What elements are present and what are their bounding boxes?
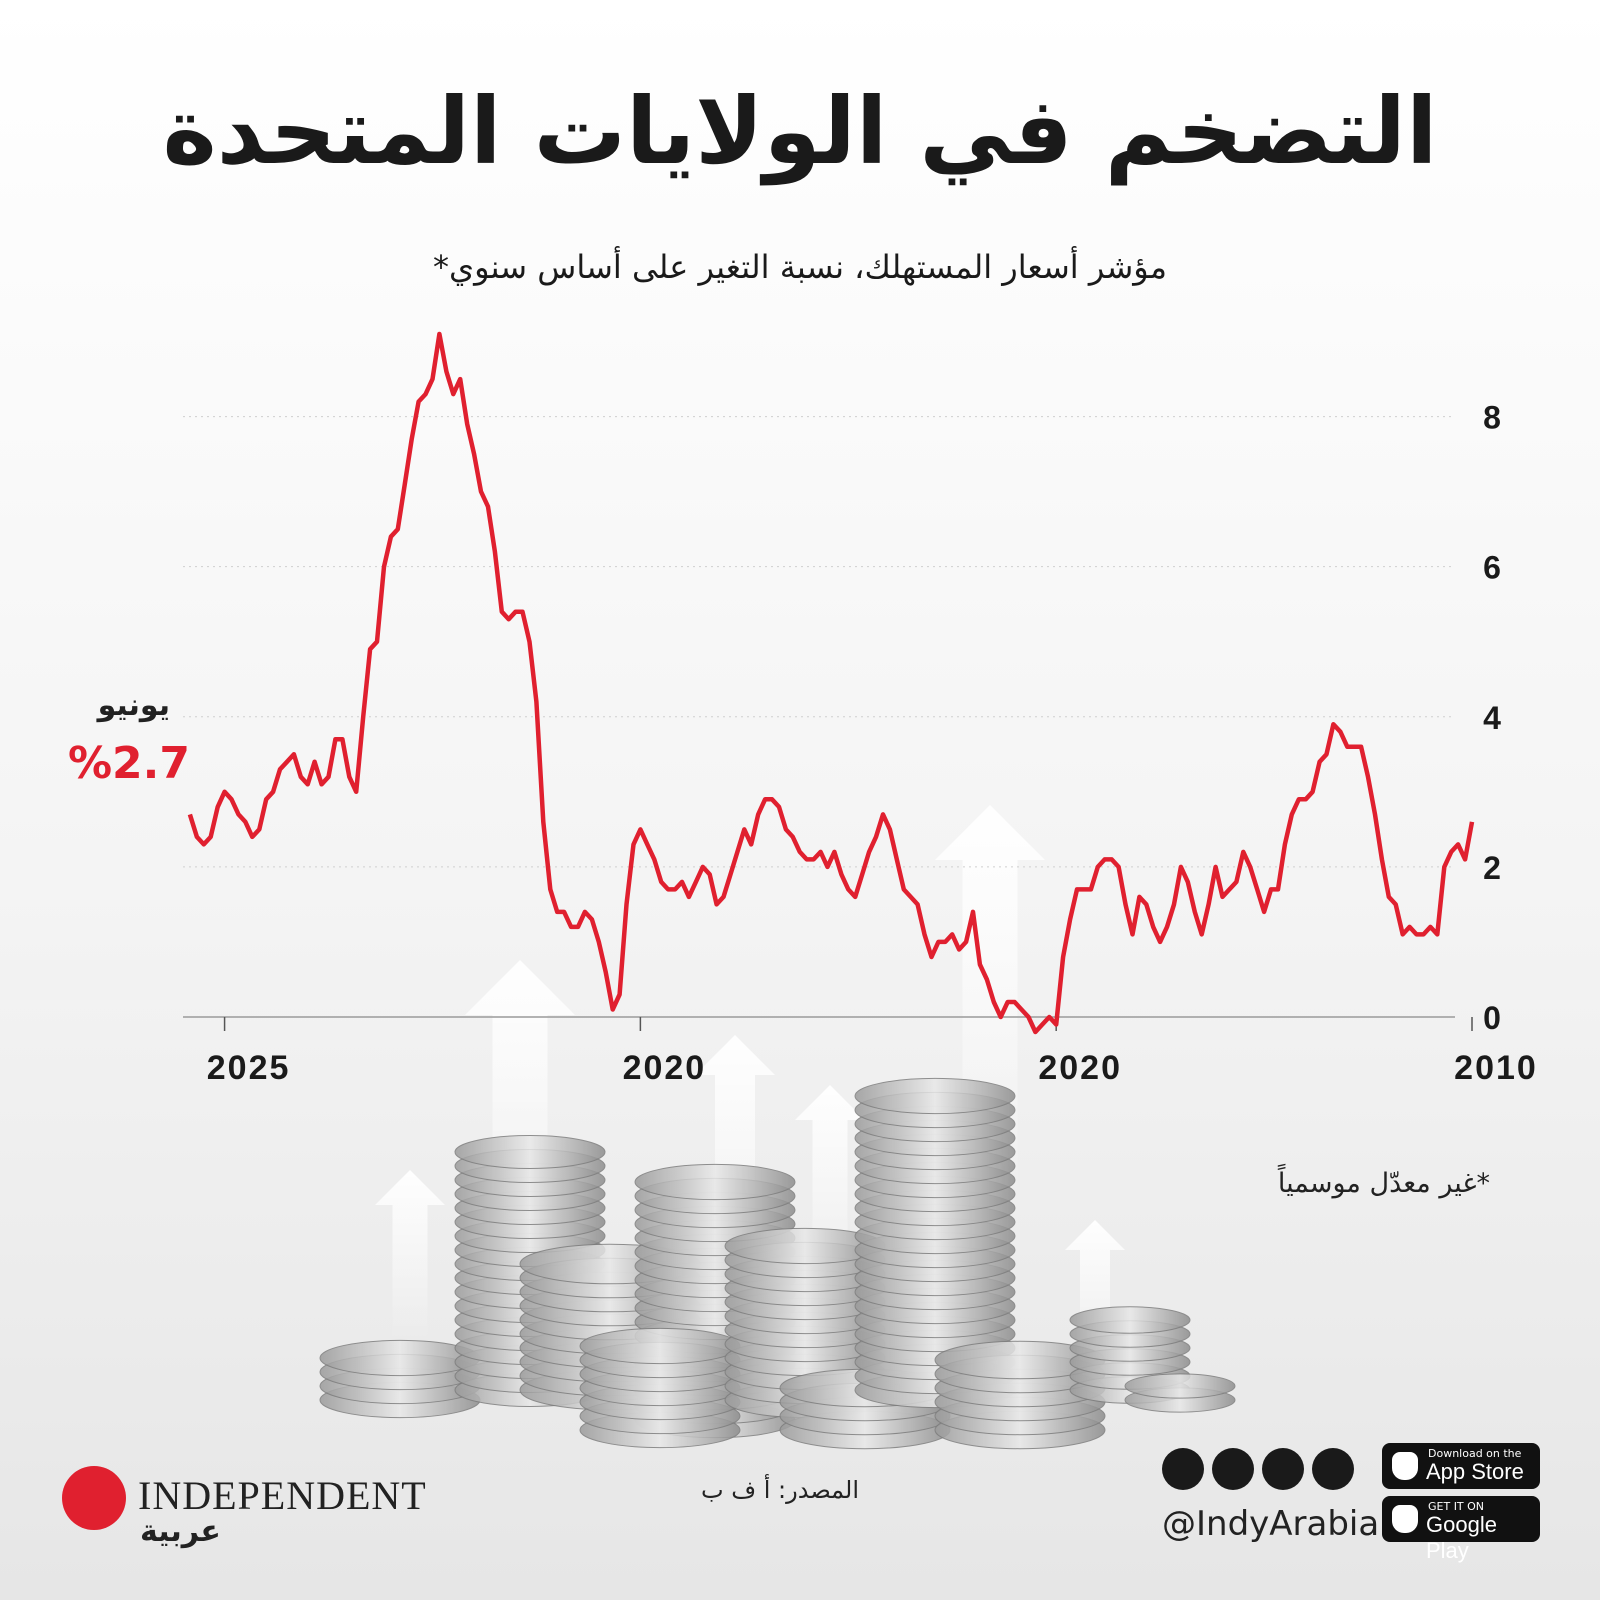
y-tick-label: 8 xyxy=(1483,400,1501,436)
badge-small: Download on the xyxy=(1428,1447,1522,1460)
y-tick-label: 0 xyxy=(1483,1000,1501,1036)
download-icon[interactable] xyxy=(1162,1448,1204,1490)
coin xyxy=(634,1163,796,1201)
coin xyxy=(1069,1306,1191,1334)
logo xyxy=(62,1466,126,1530)
handle: @IndyArabia xyxy=(1162,1504,1380,1544)
x-tick-label: 2020 xyxy=(623,1049,707,1087)
coin xyxy=(579,1327,741,1365)
brand-arabic: عربية xyxy=(140,1514,221,1549)
badge-icon xyxy=(1392,1452,1418,1480)
x-icon[interactable] xyxy=(1212,1448,1254,1490)
coin xyxy=(454,1135,606,1169)
badge-big: App Store xyxy=(1426,1459,1524,1484)
coins-illustration xyxy=(319,805,1236,1450)
subtitle: مؤشر أسعار المستهلك، نسبة التغير على أسا… xyxy=(433,248,1167,286)
badge-icon xyxy=(1392,1505,1418,1533)
plot: 0 2 4 6 8 2025 2020 2020 2010 xyxy=(183,331,1538,1087)
badge-small: GET IT ON xyxy=(1428,1500,1485,1513)
google-play-badge[interactable]: GET IT ON Google Play xyxy=(1382,1496,1540,1563)
annotation-month: يونيو xyxy=(97,688,170,723)
instagram-icon[interactable] xyxy=(1312,1448,1354,1490)
x-tick-label: 2020 xyxy=(1038,1049,1122,1087)
brand-name: INDEPENDENT xyxy=(138,1473,427,1518)
annotation-value: %2.7 xyxy=(67,738,190,789)
facebook-icon[interactable] xyxy=(1262,1448,1304,1490)
line xyxy=(187,331,1475,1035)
source: المصدر: أ ف ب xyxy=(701,1476,859,1504)
y-tick-label: 2 xyxy=(1483,850,1501,886)
title: التضخم في الولايات المتحدة xyxy=(162,78,1438,185)
coin xyxy=(854,1077,1016,1115)
x-tick-label: 2010 xyxy=(1454,1049,1538,1087)
coin xyxy=(1124,1373,1236,1399)
footnote: *غير معدّل موسمياً xyxy=(1277,1168,1490,1199)
badge-big: Google Play xyxy=(1426,1512,1497,1563)
x-tick-label: 2025 xyxy=(207,1049,291,1087)
arrow xyxy=(375,1170,445,1340)
y-tick-label: 4 xyxy=(1483,700,1501,736)
app-store-badge[interactable]: Download on the App Store xyxy=(1382,1443,1540,1489)
y-tick-label: 6 xyxy=(1483,550,1501,586)
